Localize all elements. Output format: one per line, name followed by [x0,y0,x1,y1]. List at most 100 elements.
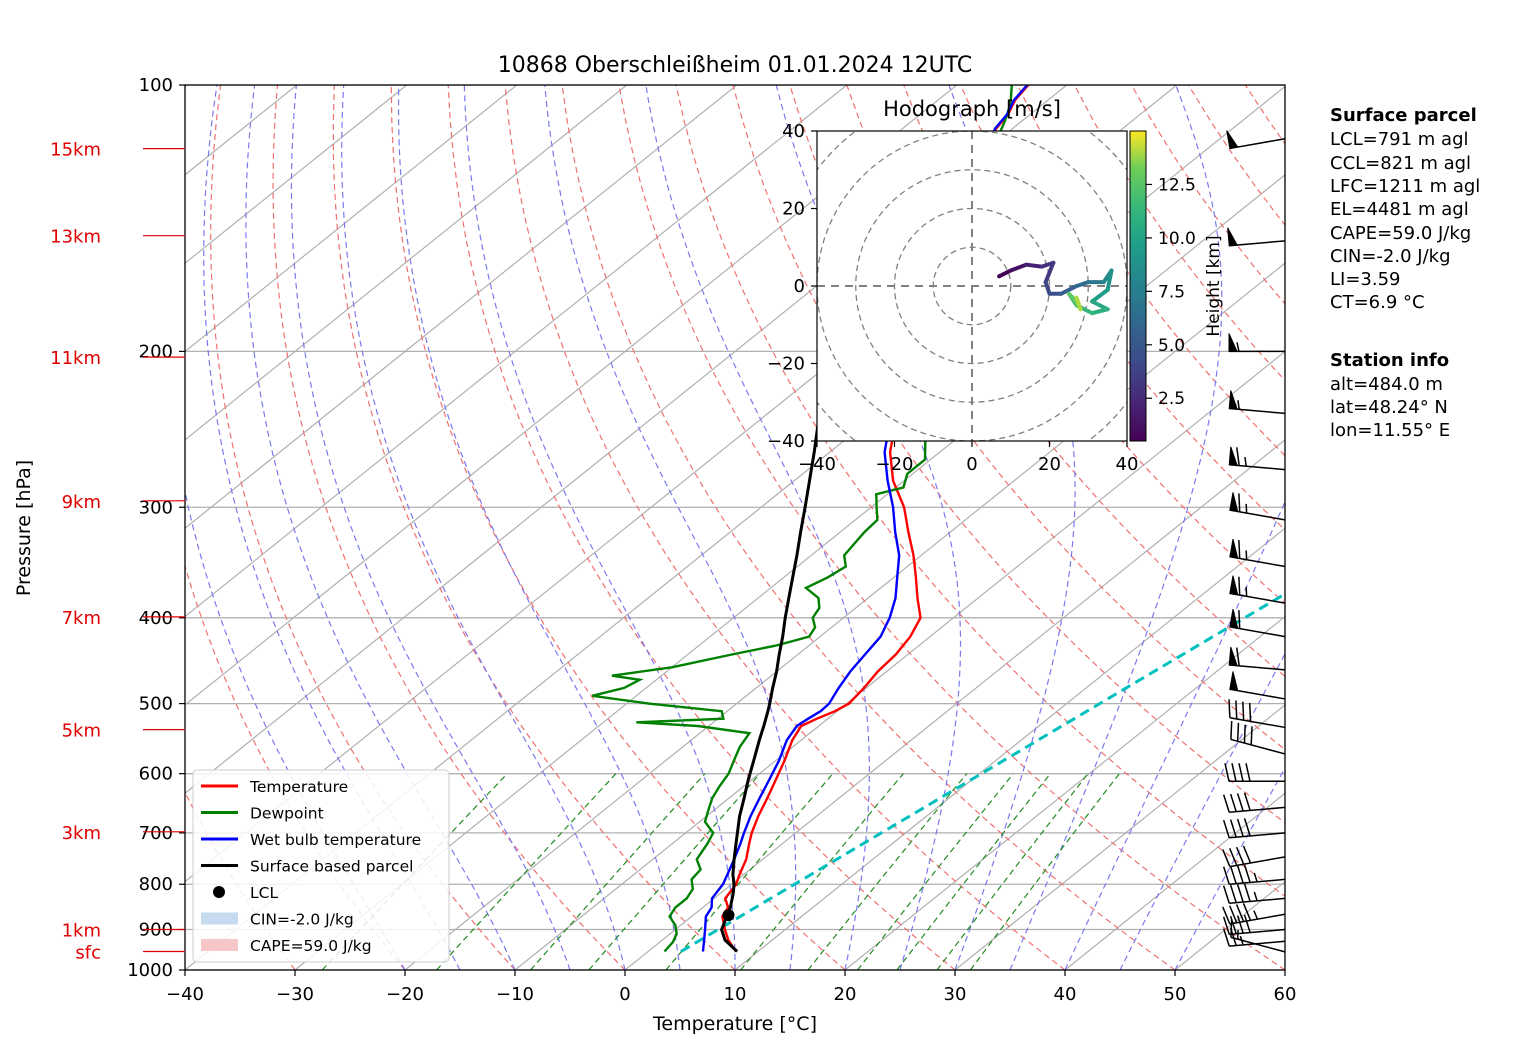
height-label: 1km [62,921,101,942]
legend-box [192,769,450,963]
barb-half [1236,342,1240,352]
mixing-ratio-line [896,773,1051,970]
barb-full [1238,576,1241,596]
barb-full [1229,865,1237,884]
barb-half [1253,910,1259,920]
parcel-line: CIN=-2.0 J/kg [1330,246,1451,267]
wind-barb [1228,390,1286,415]
parcel-line: CT=6.9 °C [1330,292,1425,313]
colorbar-ticks: 2.5 5.0 7.5 10.0 12.5 [1146,175,1196,409]
series-line [720,351,831,953]
station-title: Station info [1330,350,1449,371]
x-tick-label: 20 [834,984,857,1005]
isotherm-line [185,85,848,618]
isotherm-line [1064,792,1285,970]
height-label: 7km [62,608,101,629]
parcel-title: Surface parcel [1330,105,1477,126]
hodograph-segment [1059,284,1079,296]
station-line: lon=11.55° E [1330,420,1450,441]
height-label: 13km [50,227,101,248]
info-panel: Surface parcel LCL=791 m agl CCL=821 m a… [1330,105,1480,441]
y-tick-label: 800 [139,874,173,895]
barb-full [1231,763,1237,782]
isotherm-line [734,527,1285,970]
hodograph: Hodograph [m/s] −40−40 −20 −20 0 0 20 20 40 40 2… [767,97,1224,475]
barb-shaft [1229,856,1286,868]
barb-full [1222,849,1231,867]
x-axis-label: Temperature [°C] [652,1013,817,1035]
barb-full [1243,792,1251,811]
hodograph-segment [1043,280,1052,296]
height-label: 15km [50,140,101,161]
barb-full [1228,848,1238,866]
mixing-ratio-line [530,773,706,970]
dry-adiabat [272,85,626,970]
barb-full [1236,447,1240,466]
legend-label: Temperature [249,778,348,796]
moist-adiabat [1119,652,1285,970]
parcel-line: EL=4481 m agl [1330,199,1469,220]
wind-barb [1222,903,1286,925]
dry-adiabat [561,85,1176,970]
barb-shaft [1230,738,1286,755]
legend-label: Dewpoint [250,805,324,823]
dry-adiabat [210,85,516,970]
moist-adiabat [1064,500,1285,970]
mixing-ratio-line [857,773,1014,970]
wind-barb [1222,864,1286,886]
legend-label: CAPE=59.0 J/kg [250,937,372,955]
x-tick-label: 10 [724,984,747,1005]
wind-barb [1226,130,1286,150]
mixing-ratio-line [807,773,968,970]
parcel-line: LCL=791 m agl [1330,129,1469,150]
colorbar-tick-label: 10.0 [1158,229,1196,249]
dry-adiabat [390,85,846,970]
station-line: lat=48.24° N [1330,397,1448,418]
height-label: 5km [62,721,101,742]
hodograph-x-tick-label: −20 [876,454,914,475]
barb-full [1229,819,1237,838]
barb-flag [1229,671,1239,692]
hodograph-segment [1024,262,1044,269]
dry-adiabat [618,85,1285,970]
colorbar-tick-label: 5.0 [1158,336,1185,356]
barb-flag [1226,130,1239,150]
y-tick-label: 300 [139,497,173,518]
wind-barb [1229,671,1286,700]
hodograph-x-tick-label: −40 [798,454,836,475]
colorbar [1129,130,1147,442]
barb-shaft [1229,137,1286,150]
y-tick-label: 100 [139,75,173,96]
hodograph-title: Hodograph [m/s] [883,97,1061,121]
y-tick-label: 200 [139,341,173,362]
barb-full [1236,884,1244,903]
barb-half [1244,456,1247,467]
barb-full [1222,794,1230,813]
legend-label: Surface based parcel [250,858,413,876]
mixing-ratio-lines [321,773,1120,970]
barb-full [1238,493,1241,512]
isotherm-line [514,350,1285,970]
colorbar-tick-label: 2.5 [1158,389,1185,409]
isotherm-line [185,85,628,441]
barb-full [1230,721,1233,740]
barb-full [1222,866,1230,885]
hodograph-segment [1090,287,1110,304]
hodograph-y-tick-label: 20 [782,199,805,220]
temperature-axis: −40 −30 −20 −10 0 10 20 30 40 50 60 [166,970,1296,1005]
barb-full [1242,701,1245,721]
barb-flag [1227,227,1238,247]
barb-full [1229,793,1237,812]
isotherm-line [185,85,958,706]
x-tick-label: −30 [276,984,314,1005]
legend: Temperature Dewpoint Wet bulb temperature S… [192,769,450,963]
moist-adiabat [544,85,797,970]
dry-adiabat [1473,85,1517,970]
wind-barb [1229,609,1286,638]
barb-full [1222,885,1230,904]
barb-full [1235,846,1245,865]
wind-barb [1224,763,1285,783]
barb-shaft [1229,688,1286,700]
